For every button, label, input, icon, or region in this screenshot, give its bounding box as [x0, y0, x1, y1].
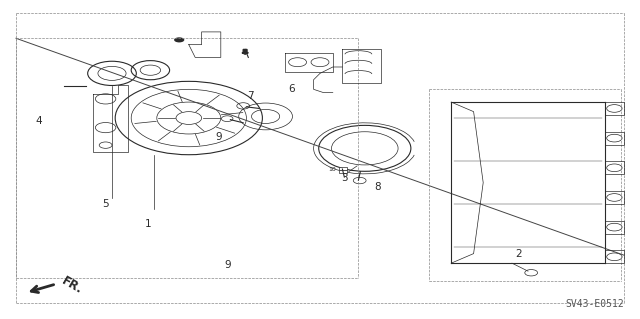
Text: 10: 10 — [328, 167, 336, 172]
Text: 7: 7 — [248, 91, 254, 101]
Bar — [339, 167, 347, 170]
Text: 6: 6 — [289, 84, 295, 94]
Circle shape — [174, 37, 184, 42]
Text: 1: 1 — [145, 219, 152, 228]
Text: 9: 9 — [216, 132, 222, 142]
Text: 4: 4 — [35, 116, 42, 126]
Text: SV43-E0512: SV43-E0512 — [565, 300, 624, 309]
Text: 9: 9 — [224, 260, 230, 271]
Text: 5: 5 — [102, 199, 109, 209]
Text: 2: 2 — [515, 249, 522, 259]
Bar — [339, 170, 347, 173]
Text: 3: 3 — [341, 173, 348, 183]
FancyArrow shape — [242, 49, 248, 54]
Text: 8: 8 — [374, 182, 381, 192]
Text: FR.: FR. — [59, 274, 84, 296]
